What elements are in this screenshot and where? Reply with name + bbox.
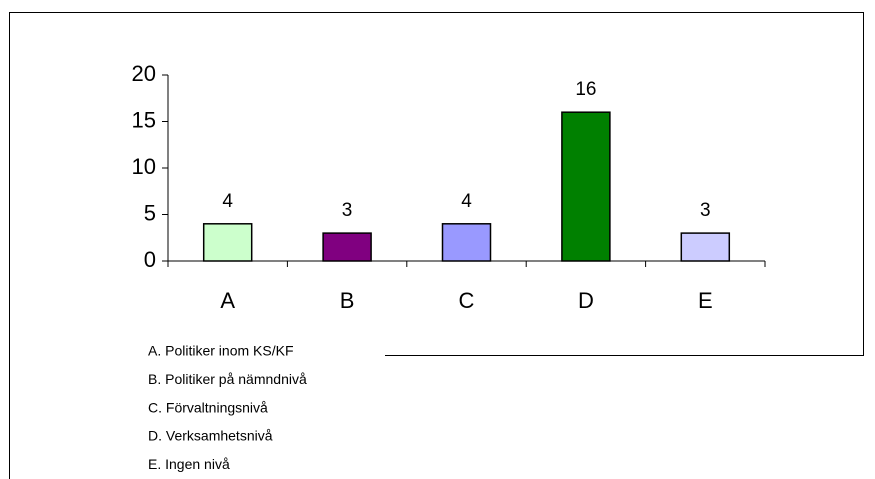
value-label: 3 bbox=[342, 200, 353, 221]
frame bbox=[9, 12, 864, 479]
y-tick-label: 10 bbox=[132, 154, 156, 179]
bar bbox=[680, 232, 731, 262]
bar bbox=[441, 223, 492, 262]
bar bbox=[202, 223, 253, 262]
legend-note: A. Politiker inom KS/KF bbox=[148, 343, 294, 359]
bar bbox=[322, 232, 372, 262]
y-tick-label: 15 bbox=[132, 107, 156, 132]
x-tick-label: B bbox=[340, 288, 355, 313]
value-label: 4 bbox=[222, 191, 233, 212]
value-label: 3 bbox=[700, 200, 711, 221]
y-tick-label: 5 bbox=[144, 200, 156, 225]
x-tick-label: D bbox=[578, 288, 594, 313]
legend-note: E. Ingen nivå bbox=[148, 456, 230, 472]
y-tick-label: 20 bbox=[132, 61, 156, 86]
legend-note: B. Politiker på nämndnivå bbox=[148, 371, 307, 387]
value-label: 4 bbox=[461, 191, 472, 212]
x-tick-label: A bbox=[220, 288, 235, 313]
legend-note: D. Verksamhetsnivå bbox=[148, 428, 273, 444]
y-tick-label: 0 bbox=[144, 247, 156, 272]
x-tick-label: C bbox=[459, 288, 475, 313]
x-tick-label: E bbox=[698, 288, 713, 313]
value-label: 16 bbox=[575, 79, 596, 100]
legend-note: C. Förvaltningsnivå bbox=[148, 399, 268, 415]
bar bbox=[561, 111, 611, 262]
